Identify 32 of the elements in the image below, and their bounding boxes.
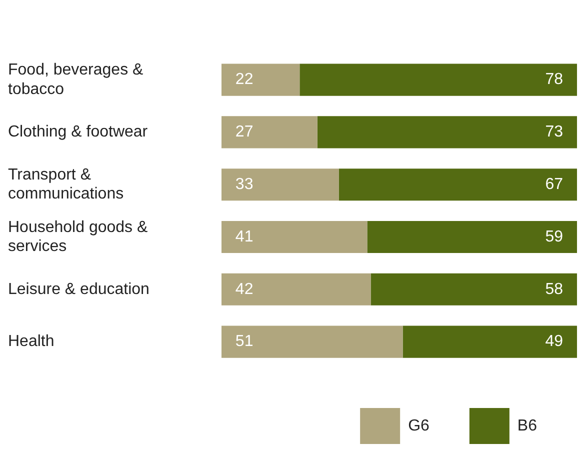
data-label: 67 [545, 176, 564, 194]
y-tick-label: Transport & communications [8, 166, 124, 203]
bar [338, 168, 577, 201]
legend-label: G6 [408, 417, 430, 434]
bar [402, 326, 577, 358]
data-label: 58 [545, 280, 564, 298]
y-tick-label: Household goods & services [8, 218, 148, 256]
data-label: 78 [545, 71, 564, 88]
bar [221, 116, 318, 148]
data-label: 33 [235, 176, 254, 194]
bar [300, 64, 577, 96]
bar [221, 168, 339, 201]
data-label: 51 [235, 333, 254, 350]
y-tick-label: Clothing & footwear [8, 124, 148, 141]
y-tick-label: Leisure & education [8, 280, 150, 298]
bar [370, 273, 577, 306]
bar [317, 116, 577, 148]
bar [221, 326, 403, 358]
data-label: 27 [235, 124, 254, 141]
data-label: 49 [545, 333, 564, 350]
bar [221, 220, 368, 254]
data-label: 41 [235, 228, 254, 246]
data-label: 59 [545, 228, 564, 246]
data-label: 22 [235, 71, 254, 88]
data-label: 73 [545, 124, 564, 141]
y-tick-label: Health [8, 333, 54, 350]
legend-label: B6 [517, 417, 538, 434]
y-tick-label: Food, beverages & tobacco [8, 62, 144, 98]
bar [221, 273, 371, 306]
bar [367, 220, 577, 254]
data-label: 42 [235, 280, 254, 298]
bar [221, 64, 300, 96]
